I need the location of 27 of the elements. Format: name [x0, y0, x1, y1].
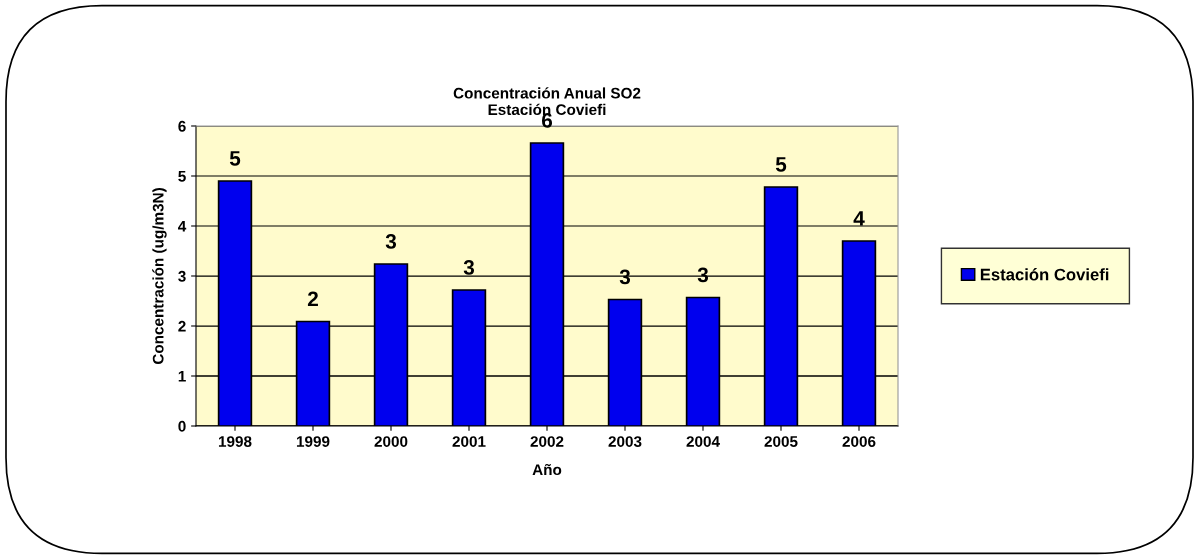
x-tick-label: 2001 [452, 436, 486, 447]
y-tick-label: 2 [178, 320, 186, 332]
x-tick-label: 2005 [764, 436, 798, 447]
data-label: 2 [307, 291, 318, 307]
y-tick-label: 5 [178, 171, 186, 182]
data-label: 6 [541, 113, 553, 128]
x-tick-label: 2003 [608, 436, 642, 447]
x-tick-label: 1999 [296, 436, 330, 447]
x-tick-label: 2006 [842, 436, 876, 447]
y-tick-label: 1 [178, 371, 186, 382]
legend-label: Estación Coviefi [980, 268, 1109, 281]
x-tick-label: 2000 [374, 436, 408, 447]
x-tick-label: 1998 [218, 436, 252, 447]
y-tick-label: 0 [178, 420, 186, 432]
data-label: 4 [853, 211, 865, 226]
data-label: 3 [385, 234, 397, 249]
y-tick-label: 4 [178, 221, 187, 232]
y-tick-label: 3 [178, 270, 186, 282]
data-label: 5 [229, 151, 241, 166]
x-axis-title: Año [532, 463, 562, 476]
x-tick-label: 2002 [530, 436, 564, 447]
x-tick-label: 2004 [686, 436, 720, 447]
data-label: 5 [775, 157, 787, 172]
data-label: 3 [463, 260, 475, 275]
y-tick-label: 6 [178, 120, 186, 132]
chart-title: Concentración Anual SO2 Estación Coviefi [453, 87, 641, 116]
y-axis-title: Concentración (ug/m3N) [152, 188, 167, 365]
